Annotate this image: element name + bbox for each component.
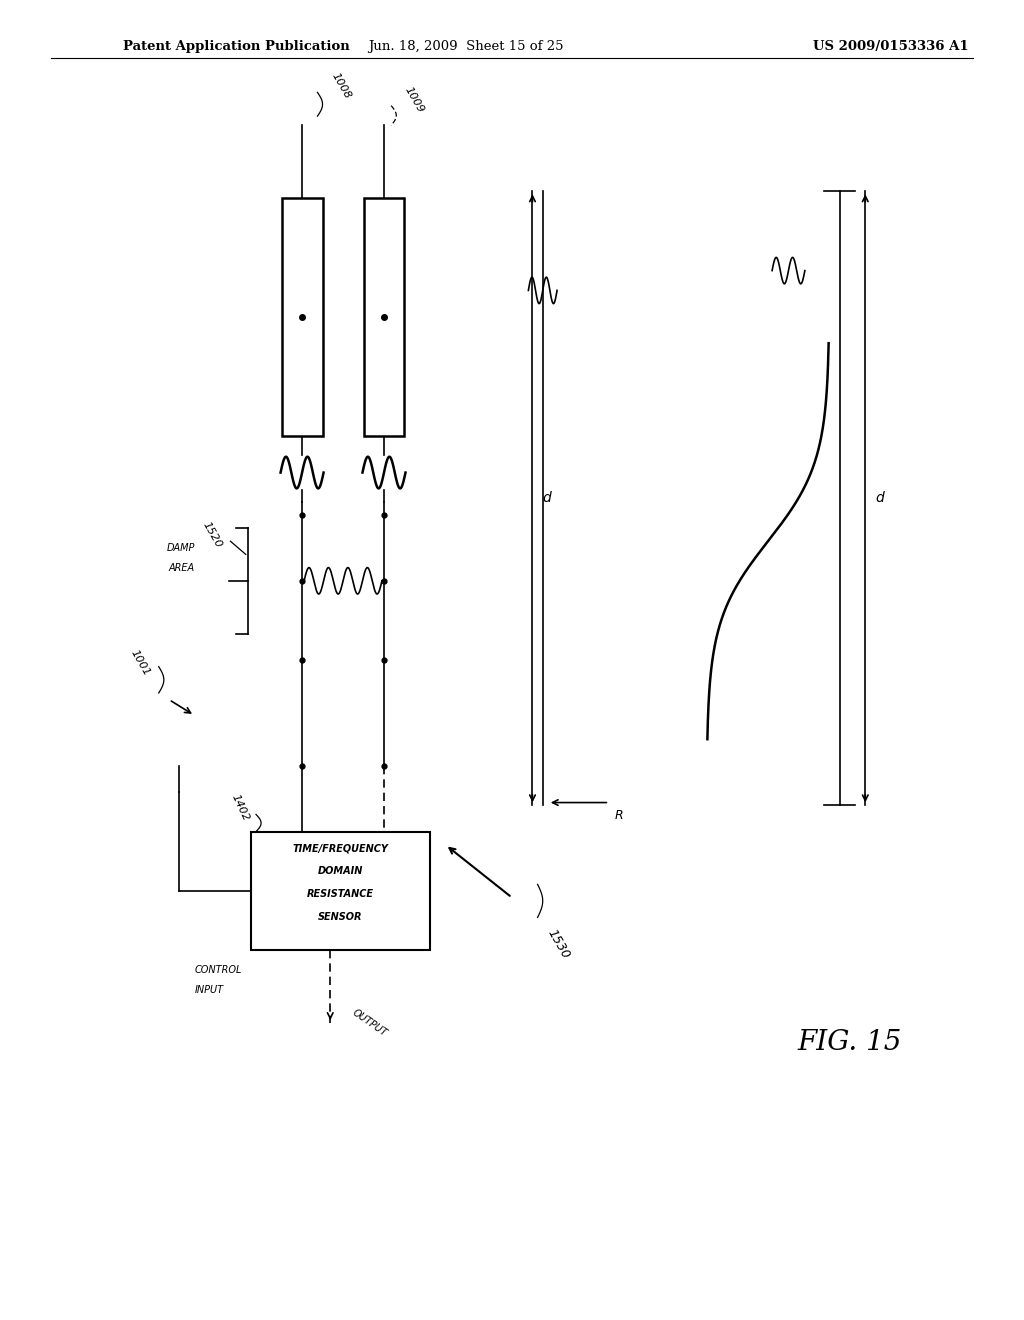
Text: 1530: 1530: [545, 927, 572, 961]
Text: CONTROL: CONTROL: [195, 965, 242, 975]
Text: SENSOR: SENSOR: [318, 912, 362, 923]
Text: DAMP: DAMP: [167, 543, 196, 553]
Text: DOMAIN: DOMAIN: [317, 866, 364, 876]
Text: 1009: 1009: [402, 86, 425, 115]
Text: US 2009/0153336 A1: US 2009/0153336 A1: [813, 40, 969, 53]
Text: TIME/FREQUENCY: TIME/FREQUENCY: [293, 843, 388, 854]
Text: Jun. 18, 2009  Sheet 15 of 25: Jun. 18, 2009 Sheet 15 of 25: [369, 40, 563, 53]
Text: RESISTANCE: RESISTANCE: [307, 888, 374, 899]
Text: OUTPUT: OUTPUT: [350, 1007, 389, 1039]
Bar: [282, 198, 323, 436]
Text: 1001: 1001: [129, 648, 152, 677]
Text: INPUT: INPUT: [195, 985, 223, 995]
Text: Patent Application Publication: Patent Application Publication: [123, 40, 349, 53]
Text: R: R: [614, 809, 623, 822]
Text: d: d: [543, 491, 552, 506]
Text: 1520: 1520: [201, 520, 223, 549]
Text: FIG. 15: FIG. 15: [798, 1030, 902, 1056]
Bar: [364, 198, 404, 436]
Text: AREA: AREA: [168, 562, 195, 573]
Text: 1402: 1402: [229, 793, 251, 822]
Text: 1008: 1008: [330, 71, 352, 100]
Bar: [251, 832, 430, 950]
Text: d: d: [876, 491, 885, 506]
